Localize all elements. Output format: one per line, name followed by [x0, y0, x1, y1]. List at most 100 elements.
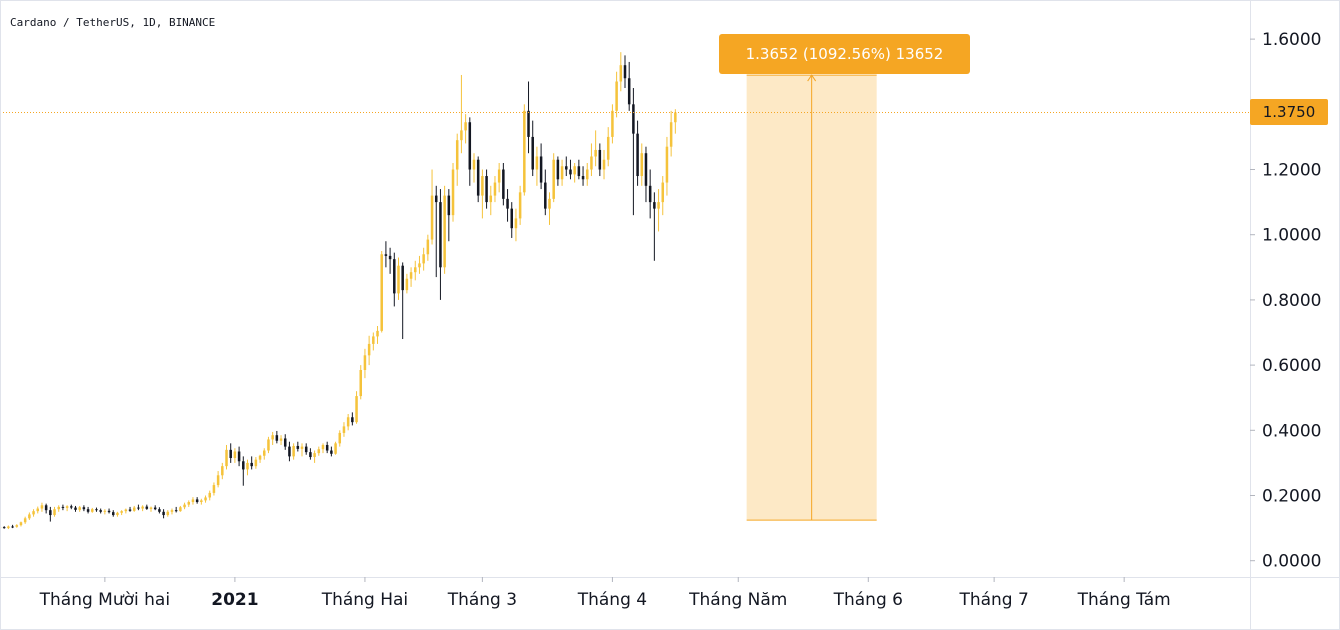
- candle[interactable]: [338, 430, 342, 447]
- candle[interactable]: [581, 166, 585, 186]
- candle[interactable]: [363, 348, 367, 379]
- candle[interactable]: [141, 505, 144, 512]
- candle[interactable]: [460, 74, 463, 154]
- candle[interactable]: [653, 192, 656, 261]
- candle[interactable]: [237, 446, 241, 467]
- candle[interactable]: [57, 505, 60, 512]
- candle[interactable]: [91, 507, 94, 513]
- candle[interactable]: [552, 153, 555, 203]
- candle[interactable]: [544, 169, 547, 216]
- candle[interactable]: [598, 143, 602, 177]
- candle[interactable]: [221, 462, 224, 480]
- candle[interactable]: [334, 441, 337, 455]
- candle[interactable]: [19, 521, 23, 527]
- candle[interactable]: [212, 482, 216, 496]
- candle[interactable]: [149, 506, 153, 512]
- candle[interactable]: [124, 508, 128, 514]
- candle[interactable]: [472, 153, 476, 183]
- time-axis[interactable]: Tháng Mười hai 2021 Tháng Hai Tháng 3 Tháng …: [39, 577, 1171, 610]
- candle[interactable]: [376, 325, 379, 344]
- candle[interactable]: [103, 509, 107, 515]
- candle[interactable]: [53, 506, 56, 517]
- candle[interactable]: [263, 448, 266, 460]
- candle[interactable]: [602, 149, 606, 180]
- candle[interactable]: [468, 117, 472, 186]
- candle[interactable]: [246, 459, 249, 476]
- candle[interactable]: [401, 262, 404, 340]
- candle[interactable]: [195, 497, 199, 504]
- candle[interactable]: [78, 505, 81, 512]
- candle[interactable]: [2, 526, 6, 529]
- candle[interactable]: [585, 162, 589, 186]
- candle[interactable]: [342, 422, 346, 437]
- candle[interactable]: [560, 159, 564, 186]
- candle[interactable]: [300, 443, 304, 457]
- candle[interactable]: [204, 495, 207, 503]
- candle[interactable]: [317, 446, 321, 456]
- candle[interactable]: [367, 335, 371, 366]
- candle[interactable]: [577, 159, 581, 180]
- candle[interactable]: [518, 185, 522, 225]
- candle[interactable]: [351, 412, 354, 426]
- candle[interactable]: [493, 176, 497, 203]
- candle[interactable]: [648, 169, 652, 219]
- candle[interactable]: [455, 133, 459, 186]
- candle[interactable]: [422, 247, 425, 271]
- candle[interactable]: [166, 510, 170, 517]
- candle[interactable]: [120, 510, 123, 516]
- candle[interactable]: [409, 267, 413, 287]
- candle[interactable]: [497, 162, 501, 193]
- candle[interactable]: [233, 448, 237, 463]
- candle[interactable]: [7, 525, 10, 530]
- candle[interactable]: [393, 252, 396, 307]
- candle[interactable]: [296, 441, 300, 452]
- candle[interactable]: [430, 169, 434, 245]
- candle[interactable]: [292, 443, 295, 460]
- candle[interactable]: [434, 185, 438, 278]
- candle[interactable]: [279, 435, 283, 445]
- candle[interactable]: [502, 162, 505, 206]
- candle[interactable]: [330, 446, 333, 457]
- candle[interactable]: [65, 505, 69, 512]
- candle[interactable]: [527, 81, 530, 154]
- measure-label[interactable]: 1.3652 (1092.56%) 13652: [719, 34, 970, 74]
- candle[interactable]: [569, 159, 572, 180]
- candle[interactable]: [70, 504, 73, 510]
- candle[interactable]: [11, 524, 14, 529]
- candle[interactable]: [657, 189, 660, 232]
- candle[interactable]: [531, 120, 534, 177]
- candle[interactable]: [321, 443, 325, 454]
- candle[interactable]: [304, 443, 308, 455]
- candle[interactable]: [359, 365, 362, 400]
- candle[interactable]: [258, 454, 262, 463]
- candle[interactable]: [36, 506, 40, 514]
- candle[interactable]: [523, 104, 526, 196]
- candle[interactable]: [174, 506, 178, 513]
- candle[interactable]: [95, 507, 98, 512]
- candle[interactable]: [49, 506, 52, 522]
- candle[interactable]: [128, 506, 132, 512]
- candle[interactable]: [644, 146, 648, 203]
- candle[interactable]: [640, 143, 644, 186]
- candle[interactable]: [137, 504, 140, 511]
- candle[interactable]: [636, 120, 639, 186]
- candle[interactable]: [510, 202, 514, 238]
- candle[interactable]: [573, 162, 576, 183]
- candle[interactable]: [485, 169, 488, 209]
- candle[interactable]: [611, 104, 614, 144]
- candle[interactable]: [476, 156, 480, 203]
- candle[interactable]: [283, 434, 287, 450]
- candle[interactable]: [439, 189, 442, 300]
- candle[interactable]: [443, 185, 446, 274]
- candle[interactable]: [225, 444, 228, 470]
- candle[interactable]: [372, 332, 375, 351]
- candle[interactable]: [191, 497, 195, 505]
- candle[interactable]: [208, 490, 211, 501]
- candle[interactable]: [145, 504, 149, 510]
- candle[interactable]: [623, 55, 627, 89]
- candle[interactable]: [271, 431, 274, 445]
- candle[interactable]: [61, 504, 65, 511]
- candle[interactable]: [606, 127, 610, 167]
- candle[interactable]: [506, 189, 509, 222]
